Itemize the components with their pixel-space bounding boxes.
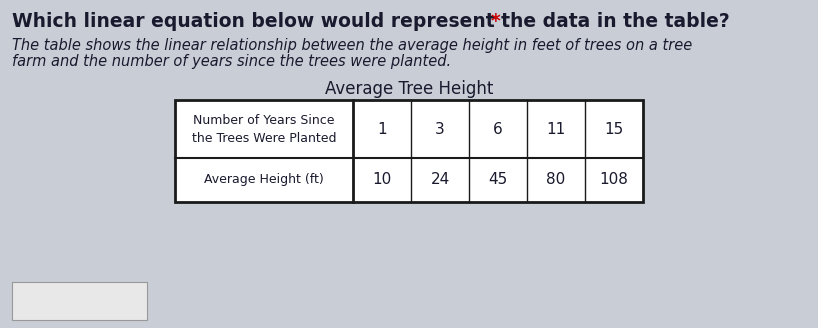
- Text: Number of Years Since
the Trees Were Planted: Number of Years Since the Trees Were Pla…: [191, 113, 336, 145]
- Text: 15: 15: [605, 121, 623, 136]
- Text: 3: 3: [435, 121, 445, 136]
- Text: 24: 24: [430, 173, 450, 188]
- Text: The table shows the linear relationship between the average height in feet of tr: The table shows the linear relationship …: [12, 38, 692, 53]
- Text: Which linear equation below would represent the data in the table?: Which linear equation below would repres…: [12, 12, 736, 31]
- Text: Average Tree Height: Average Tree Height: [325, 80, 493, 98]
- Text: 108: 108: [600, 173, 628, 188]
- Text: farm and the number of years since the trees were planted.: farm and the number of years since the t…: [12, 54, 451, 69]
- Text: 10: 10: [372, 173, 392, 188]
- Text: *: *: [491, 12, 501, 31]
- Text: 11: 11: [546, 121, 565, 136]
- Text: 45: 45: [488, 173, 508, 188]
- Text: Average Height (ft): Average Height (ft): [204, 174, 324, 187]
- Bar: [12, 282, 147, 320]
- Text: 80: 80: [546, 173, 565, 188]
- Bar: [175, 100, 643, 202]
- Text: 1: 1: [377, 121, 387, 136]
- Text: 6: 6: [493, 121, 503, 136]
